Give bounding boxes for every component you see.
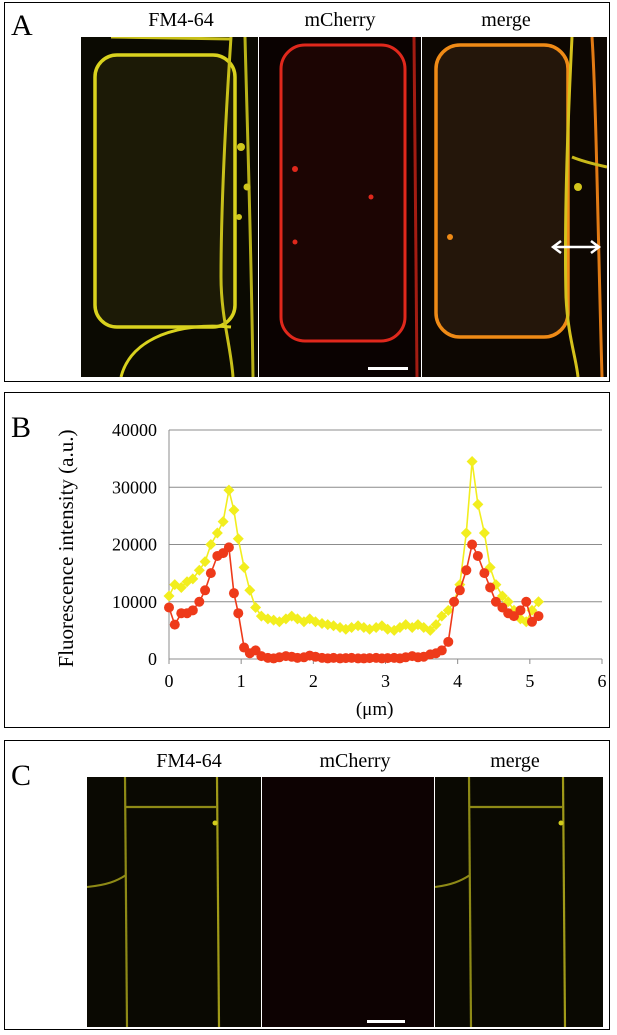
channel-label-fm4-64: FM4-64 xyxy=(156,750,222,772)
data-point-diamond xyxy=(217,516,229,528)
data-point-circle xyxy=(521,596,532,607)
scale-bar xyxy=(368,367,408,370)
data-point-diamond xyxy=(460,527,472,539)
data-point-diamond xyxy=(490,579,502,591)
data-point-circle xyxy=(526,616,537,627)
x-tick-label: 0 xyxy=(165,671,174,691)
data-point-circle xyxy=(454,585,465,596)
x-tick-label: 6 xyxy=(598,671,607,691)
data-point-circle xyxy=(485,582,496,593)
micrograph-a-fm4-64 xyxy=(81,37,258,377)
micrograph-c-fm4-64 xyxy=(87,777,261,1027)
data-point-diamond xyxy=(478,527,490,539)
data-point-circle xyxy=(436,645,447,656)
channel-label-merge: merge xyxy=(481,9,531,31)
data-point-diamond xyxy=(412,619,424,631)
figure-panel-c: C FM4-64 mCherry merge xyxy=(4,740,610,1030)
data-point-diamond xyxy=(187,573,199,585)
data-point-diamond xyxy=(211,527,223,539)
y-tick-label: 0 xyxy=(148,649,157,669)
channel-label-merge: merge xyxy=(490,750,540,772)
data-point-circle xyxy=(479,568,490,579)
data-point-circle xyxy=(169,619,180,630)
data-point-diamond xyxy=(496,590,508,602)
y-tick-label: 20000 xyxy=(112,535,157,555)
data-point-circle xyxy=(228,588,239,599)
data-point-circle xyxy=(508,611,519,622)
data-point-diamond xyxy=(175,581,187,593)
data-point-diamond xyxy=(484,561,496,573)
data-point-diamond xyxy=(364,623,376,635)
x-tick-label: 1 xyxy=(237,671,246,691)
data-point-circle xyxy=(223,542,234,553)
line-chart: 0 10000 20000 30000 40000 0 1 2 3 4 5 6 (μm) Fluoresc… xyxy=(54,420,607,720)
data-point-circle xyxy=(233,608,244,619)
y-tick-label: 30000 xyxy=(112,477,157,497)
micrograph-a-merge xyxy=(422,37,607,377)
data-point-diamond xyxy=(163,590,175,602)
y-tick-label: 10000 xyxy=(112,592,157,612)
data-point-circle xyxy=(194,596,205,607)
x-tick-label: 5 xyxy=(525,671,534,691)
data-point-circle xyxy=(515,605,526,616)
channel-label-fm4-64: FM4-64 xyxy=(148,9,214,31)
data-point-diamond xyxy=(424,624,436,636)
panel-label-a: A xyxy=(11,9,33,42)
data-point-diamond xyxy=(223,484,235,496)
data-point-diamond xyxy=(169,579,181,591)
data-point-circle xyxy=(200,585,211,596)
data-point-diamond xyxy=(322,619,334,631)
panel-label-c: C xyxy=(11,759,32,792)
channel-label-mcherry: mCherry xyxy=(304,9,376,31)
data-point-diamond xyxy=(232,533,244,545)
x-tick-label: 2 xyxy=(309,671,318,691)
data-point-circle xyxy=(449,596,460,607)
data-point-circle xyxy=(533,611,544,622)
data-point-diamond xyxy=(532,596,544,608)
data-point-diamond xyxy=(244,584,256,596)
data-point-diamond xyxy=(442,604,454,616)
data-point-circle xyxy=(472,550,483,561)
channel-label-mcherry: mCherry xyxy=(319,750,391,772)
data-point-diamond xyxy=(250,601,262,613)
data-point-circle xyxy=(467,539,478,550)
micrograph-c-mcherry xyxy=(262,777,434,1027)
figure-panel-b: B 0 10000 20000 30000 40000 0 1 2 3 4 5 6 (μm) Fluore… xyxy=(4,392,610,728)
data-point-diamond xyxy=(334,622,346,634)
panel-label-b: B xyxy=(11,411,32,444)
data-point-circle xyxy=(164,602,174,613)
data-point-diamond xyxy=(430,619,442,631)
data-point-diamond xyxy=(418,622,430,634)
data-point-diamond xyxy=(280,613,292,625)
x-axis-label: (μm) xyxy=(356,699,394,720)
data-point-diamond xyxy=(199,556,211,568)
data-point-circle xyxy=(443,636,454,647)
scale-bar xyxy=(367,1020,405,1023)
data-point-diamond xyxy=(205,539,217,550)
data-point-diamond xyxy=(238,561,250,573)
data-point-diamond xyxy=(298,616,310,628)
micrograph-a-mcherry xyxy=(259,37,421,377)
data-point-diamond xyxy=(273,616,285,628)
double-arrow-icon xyxy=(550,240,602,254)
data-point-diamond xyxy=(228,504,240,516)
data-point-diamond xyxy=(400,619,412,631)
y-tick-label: 40000 xyxy=(112,420,157,440)
x-tick-label: 4 xyxy=(453,671,462,691)
data-point-circle xyxy=(205,568,216,579)
data-point-circle xyxy=(490,596,501,607)
data-point-diamond xyxy=(472,498,484,510)
data-point-circle xyxy=(187,605,198,616)
y-axis-label: Fluorescence intensity (a.u.) xyxy=(54,430,78,668)
micrograph-c-merge xyxy=(435,777,603,1027)
data-point-diamond xyxy=(193,564,205,576)
data-point-circle xyxy=(461,565,472,576)
data-point-diamond xyxy=(358,622,370,634)
data-point-diamond xyxy=(340,623,352,635)
data-point-diamond xyxy=(436,610,448,622)
data-point-diamond xyxy=(466,455,478,467)
data-point-diamond xyxy=(526,604,538,616)
figure-panel-a: A FM4-64 mCherry merge xyxy=(4,2,610,382)
x-tick-label: 3 xyxy=(381,671,390,691)
